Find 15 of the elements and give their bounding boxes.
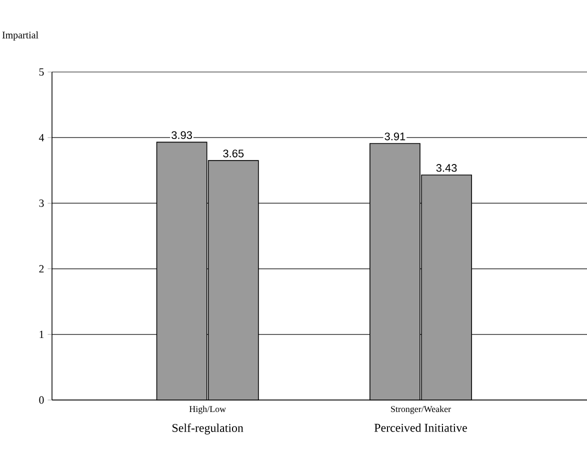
x-tick-label: High/Low	[189, 406, 226, 414]
y-tick-label: 1	[40, 330, 44, 338]
text: Perceived Initiative	[374, 423, 467, 432]
data-label: 3.65	[223, 150, 244, 158]
data-label: 3.93	[172, 131, 192, 140]
y-tick-label: 0	[39, 396, 44, 404]
data-label: 3.43	[436, 164, 457, 172]
y-axis-title: Impartial	[2, 31, 38, 40]
y-tick-label: 4	[38, 134, 44, 142]
x-tick-label: Stronger/Weaker	[391, 406, 451, 414]
y-tick-label: 5	[39, 68, 44, 76]
y-tick-label: 2	[39, 265, 44, 272]
y-tick-label: 3	[39, 200, 44, 207]
text: Self-regulation	[172, 423, 244, 434]
data-label: 3.91	[384, 132, 406, 140]
